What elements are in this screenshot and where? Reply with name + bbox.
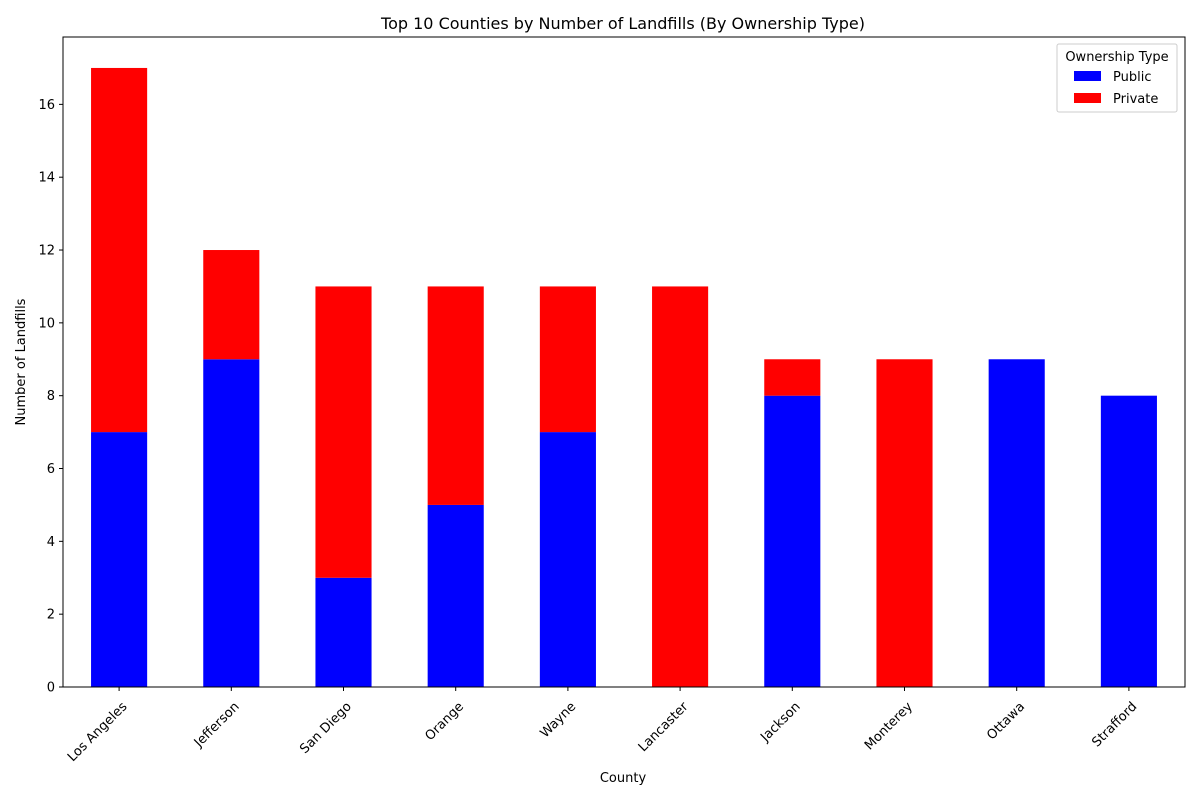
legend-title: Ownership Type [1065, 50, 1168, 65]
y-tick-label: 16 [38, 98, 55, 113]
y-axis-label: Number of Landfills [14, 298, 29, 425]
legend: Ownership Type Public Private [1056, 43, 1178, 113]
y-tick-label: 14 [38, 171, 55, 186]
y-tick-label: 0 [47, 681, 55, 696]
x-tick-label: Monterey [862, 699, 916, 753]
x-tick-label: Wayne [538, 699, 580, 741]
bar-public-wayne [539, 432, 596, 687]
chart-title: Top 10 Counties by Number of Landfills (… [380, 14, 865, 33]
y-tick-label: 2 [47, 608, 55, 623]
bar-public-jefferson [203, 359, 260, 687]
x-axis-label: County [600, 771, 647, 786]
bar-private-lancaster [652, 286, 709, 687]
x-tick-label: Jefferson [191, 699, 243, 751]
bar-private-jackson [764, 359, 821, 396]
bar-public-strafford [1100, 395, 1157, 687]
bar-private-monterey [876, 359, 933, 687]
bar-public-ottawa [988, 359, 1045, 687]
x-tick-label: Orange [422, 699, 467, 744]
bar-public-san-diego [315, 577, 372, 687]
y-tick-label: 10 [38, 316, 55, 331]
bar-public-los-angeles [91, 432, 148, 687]
bar-public-jackson [764, 395, 821, 687]
bar-private-orange [427, 286, 484, 505]
legend-label-public: Public [1113, 70, 1151, 85]
x-tick-label: Strafford [1089, 699, 1140, 750]
bar-public-orange [427, 504, 484, 687]
x-tick-label: Jackson [757, 699, 803, 745]
x-tick-label: San Diego [297, 699, 355, 757]
y-tick-label: 8 [47, 389, 55, 404]
bar-private-wayne [539, 286, 596, 433]
y-tick-label: 12 [38, 244, 55, 259]
legend-swatch-private [1074, 93, 1101, 103]
y-axis: 0 2 4 6 8 10 12 14 16 [38, 98, 63, 696]
legend-swatch-public [1074, 71, 1101, 81]
x-tick-label: Lancaster [636, 699, 692, 755]
y-tick-label: 4 [47, 535, 55, 550]
legend-label-private: Private [1113, 92, 1158, 107]
bar-private-san-diego [315, 286, 372, 578]
bar-private-jefferson [203, 250, 260, 360]
y-tick-label: 6 [47, 462, 55, 477]
bar-private-los-angeles [91, 67, 148, 433]
x-tick-label: Los Angeles [65, 699, 131, 765]
x-tick-label: Ottawa [984, 699, 1028, 743]
x-axis: Los Angeles Jefferson San Diego Orange Wayne… [65, 687, 1140, 765]
bars-group [91, 67, 1157, 687]
plot-frame [62, 36, 1186, 688]
